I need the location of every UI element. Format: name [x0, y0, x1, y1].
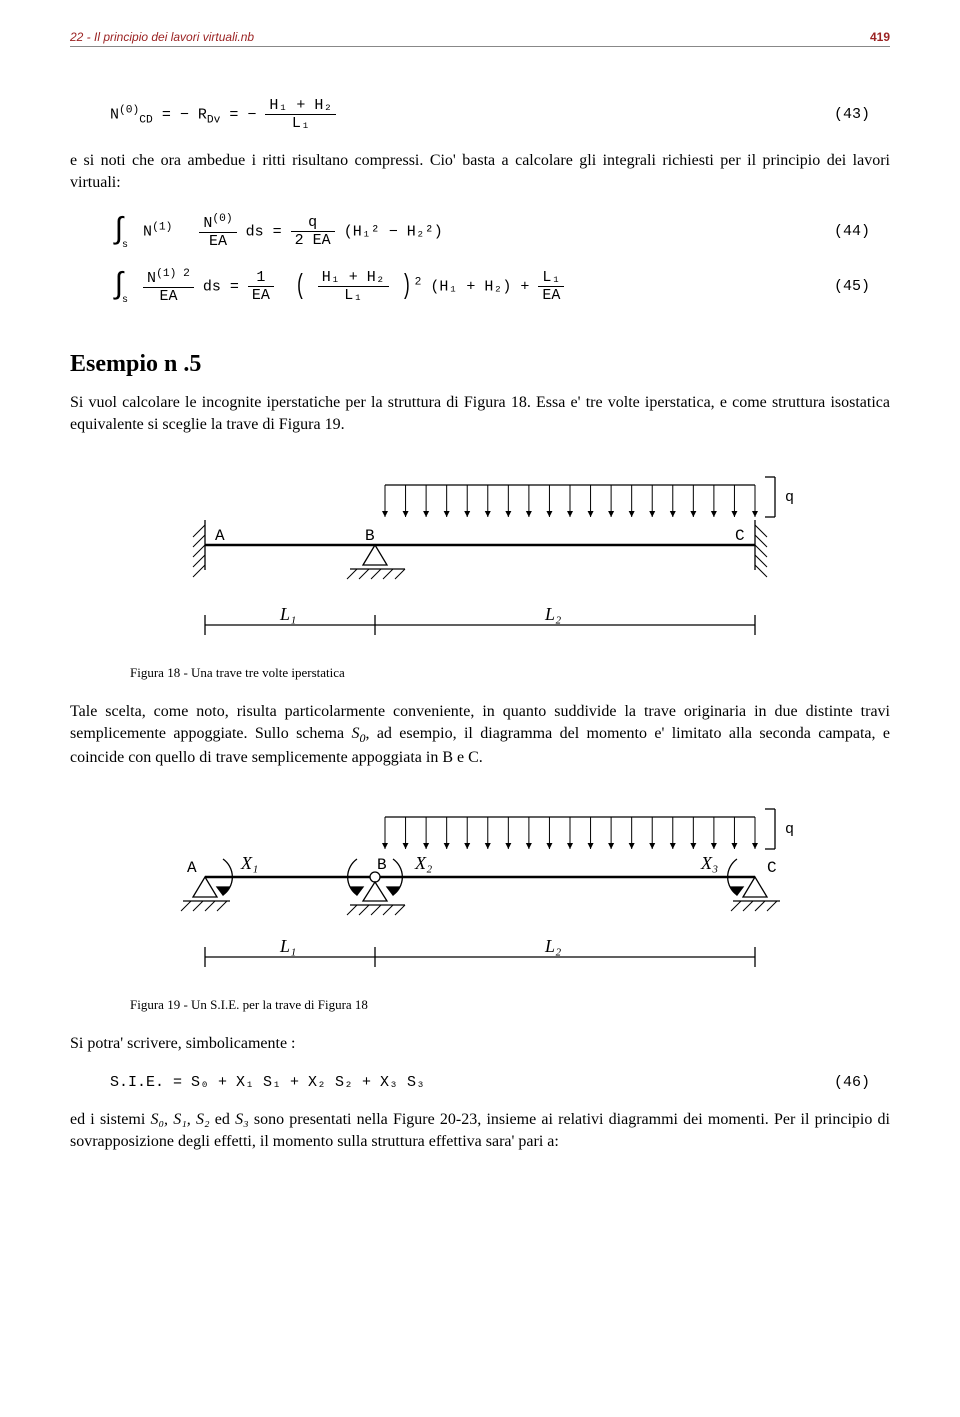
eq46-number: (46) [834, 1074, 890, 1091]
figure-19: q A X₁ B [70, 797, 890, 987]
fig18-q: q [785, 489, 794, 506]
figure-18: q A B [70, 465, 890, 655]
lparen-icon: ( [295, 271, 305, 302]
eq43-mid: = − [229, 106, 265, 123]
eq45-intsub: s [122, 295, 128, 306]
eq44-f2n: q [291, 214, 335, 232]
eq45-f3d: EA [538, 287, 564, 304]
paragraph-4: Si potra' scrivere, simbolicamente : [70, 1033, 890, 1055]
eq44-f1ns: (0) [212, 213, 232, 225]
fig18-L1: L₁ [279, 604, 296, 624]
paragraph-1: e si noti che ora ambedue i ritti risult… [70, 150, 890, 195]
eq43-eq1: = − R [162, 106, 207, 123]
eq45-f1d: EA [143, 288, 194, 305]
eq43-sup: (0) [119, 104, 139, 116]
paragraph-3: Tale scelta, come noto, risulta particol… [70, 701, 890, 770]
eq45-ds: ds = [203, 278, 248, 295]
fig19-q: q [785, 821, 794, 838]
eq45-tail: (H₁ + H₂) + [430, 278, 538, 295]
fig18-B: B [365, 527, 375, 545]
eq44-f1na: N [203, 215, 212, 232]
eq44-intsub: s [122, 240, 128, 251]
eq45-innerd: L₁ [318, 287, 389, 304]
eq43-sub: CD [139, 114, 153, 126]
fig19-L2: L₂ [544, 936, 561, 956]
eq45-f3n: L₁ [538, 269, 564, 287]
para5-b: S₀, S₁, S₂ [150, 1111, 209, 1128]
eq45-f1na: N [147, 270, 156, 287]
eq45-innern: H₁ + H₂ [318, 269, 389, 287]
page-header: 22 - Il principio dei lavori virtuali.nb… [70, 30, 890, 47]
fig19-A: A [187, 859, 197, 877]
fig19-B: B [377, 856, 387, 874]
para5-c: ed [210, 1111, 236, 1128]
eq46-body: S.I.E. = S₀ + X₁ S₁ + X₂ S₂ + X₃ S₃ [110, 1074, 834, 1091]
eq45-f2n: 1 [248, 269, 274, 287]
fig19-C: C [767, 859, 777, 877]
rparen-icon: ) [401, 271, 411, 302]
eq44-N1: N [143, 223, 152, 240]
figure-19-caption: Figura 19 - Un S.I.E. per la trave di Fi… [130, 997, 890, 1013]
para5-a: ed i sistemi [70, 1111, 150, 1128]
fig19-X1: X₁ [240, 853, 258, 873]
fig19-X2: X₂ [414, 853, 432, 873]
equation-43: N(0)CD = − RDv = − H₁ + H₂ L₁ (43) [110, 97, 890, 132]
eq44-f2d: 2 EA [291, 232, 335, 249]
eq45-f2d: EA [248, 287, 274, 304]
eq45-number: (45) [834, 278, 890, 295]
eq45-f1ns: (1) [156, 268, 176, 280]
fig19-L1: L₁ [279, 936, 296, 956]
eq44-paren: (H₁² − H₂²) [344, 223, 443, 240]
eq44-ds: ds = [246, 223, 291, 240]
eq43-num: H₁ + H₂ [265, 97, 336, 115]
eq43-N: N [110, 106, 119, 123]
equation-44: ∫s N(1) N(0) EA ds = q 2 EA (H₁² − H₂²) … [110, 213, 890, 250]
eq44-f1d: EA [199, 233, 236, 250]
equation-45: ∫s N(1) 2 EA ds = 1 EA ( H₁ + H₂ L₁ )2 (… [110, 268, 890, 305]
fig18-A: A [215, 527, 225, 545]
paragraph-2: Si vuol calcolare le incognite iperstati… [70, 392, 890, 437]
equation-46: S.I.E. = S₀ + X₁ S₁ + X₂ S₂ + X₃ S₃ (46) [110, 1074, 890, 1091]
header-page-number: 419 [870, 30, 890, 44]
section-heading: Esempio n .5 [70, 351, 890, 378]
eq45-f1ns2: 2 [183, 268, 190, 280]
eq44-number: (44) [834, 223, 890, 240]
eq43-rsub: Dv [207, 114, 221, 126]
header-title: 22 - Il principio dei lavori virtuali.nb [70, 30, 254, 44]
eq43-den: L₁ [265, 115, 336, 132]
para5-d: S₃ [235, 1111, 249, 1128]
eq44-N1sup: (1) [152, 221, 172, 233]
paragraph-5: ed i sistemi S₀, S₁, S₂ ed S₃ sono prese… [70, 1109, 890, 1154]
eq45-pow: 2 [415, 276, 422, 288]
fig18-C: C [735, 527, 745, 545]
eq43-number: (43) [834, 106, 890, 123]
fig19-X3: X₃ [700, 853, 718, 873]
figure-18-caption: Figura 18 - Una trave tre volte iperstat… [130, 665, 890, 681]
fig18-L2: L₂ [544, 604, 561, 624]
